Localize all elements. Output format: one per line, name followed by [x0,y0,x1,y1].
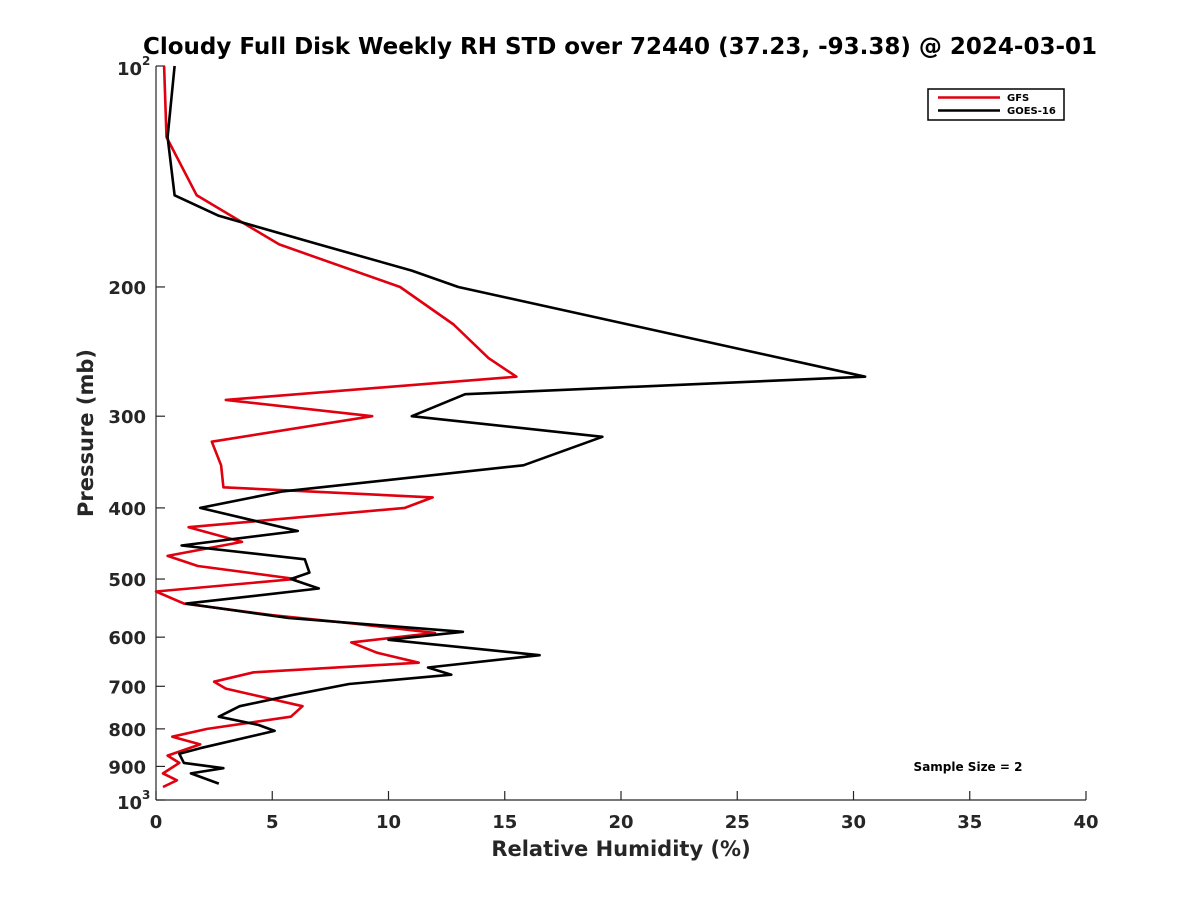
series-lines [154,65,867,789]
y-tick-label: 10 [117,59,142,80]
x-tick-label: 0 [150,812,163,833]
y-tick-exponent: 3 [142,788,150,802]
x-tick-label: 35 [957,812,982,833]
x-tick-label: 30 [841,812,866,833]
plot-frame [156,66,1086,800]
series-line-goes16 [166,65,867,785]
y-tick-label: 200 [108,278,146,299]
x-tick-label: 40 [1073,812,1098,833]
y-axis-label: Pressure (mb) [74,349,98,517]
y-tick-label: 10 [117,793,142,814]
y-tick-label: 700 [108,677,146,698]
y-tick-label: 300 [108,407,146,428]
legend-label-goes16: GOES-16 [1007,106,1056,117]
x-tick-label: 5 [266,812,279,833]
x-ticks: 0 5 10 15 20 25 30 35 40 [150,791,1099,833]
legend: GFS GOES-16 [927,88,1065,121]
x-tick-label: 15 [492,812,517,833]
y-tick-label: 800 [108,720,146,741]
y-tick-exponent: 2 [142,54,150,68]
plot-area: 0 5 10 15 20 25 30 35 40 10 220030040050060070080… [108,54,1098,833]
legend-label-gfs: GFS [1007,93,1029,104]
x-tick-label: 10 [376,812,401,833]
chart-title: Cloudy Full Disk Weekly RH STD over 7244… [143,34,1097,60]
y-tick-label: 900 [108,757,146,778]
y-tick-label: 400 [108,499,146,520]
x-axis-label: Relative Humidity (%) [491,837,750,861]
x-tick-label: 25 [725,812,750,833]
legend-box [927,88,1065,121]
x-tick-label: 20 [608,812,633,833]
y-tick-label: 600 [108,628,146,649]
sample-size-annotation: Sample Size = 2 [914,760,1023,774]
series-line-gfs [154,65,518,789]
y-tick-label: 500 [108,570,146,591]
